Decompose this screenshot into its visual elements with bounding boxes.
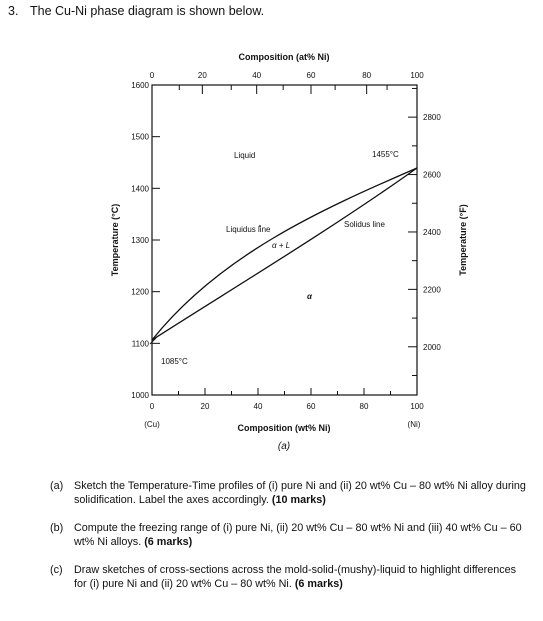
question-part-c: (c) Draw sketches of cross-sections acro…: [50, 563, 530, 591]
liquid-region-label: Liquid: [234, 151, 255, 160]
figure-label: (a): [278, 441, 290, 452]
cu-melting-marker: [149, 337, 157, 345]
plot-frame: [151, 84, 418, 396]
bottom-tick-label: 100: [410, 402, 424, 411]
part-text: Sketch the Temperature-Time profiles of …: [74, 480, 526, 506]
solidus-curve: [151, 167, 418, 341]
top-tick-label: 20: [198, 71, 207, 80]
right-tick-label: 2400: [423, 228, 441, 237]
bottom-tick-label: 60: [307, 402, 316, 411]
left-tick-label: 1600: [131, 81, 149, 90]
left-tick-label: 1000: [131, 391, 149, 400]
question-number: 3.: [8, 4, 19, 18]
part-text: Compute the freezing range of (i) pure N…: [74, 522, 522, 548]
bottom-tick-label: 0: [150, 402, 155, 411]
question-intro: The Cu-Ni phase diagram is shown below.: [30, 4, 265, 18]
left-tick-label: 1200: [131, 288, 149, 297]
part-label: (a): [50, 480, 64, 492]
solidus-line-label: Solidus line: [344, 220, 385, 229]
part-marks: (6 marks): [144, 536, 193, 548]
question-part-a: (a) Sketch the Temperature-Time profiles…: [50, 479, 530, 507]
top-tick-label: 40: [252, 71, 261, 80]
question-header: 3. The Cu-Ni phase diagram is shown below…: [8, 4, 264, 18]
bottom-axis-ticks: 0 20 40 60 80 100: [150, 388, 424, 411]
right-axis-ticks: 2800 2600 2400 2200 2000: [408, 87, 441, 376]
bottom-tick-label: 40: [254, 402, 263, 411]
ni-end-label: (Ni): [408, 420, 421, 429]
part-label: (c): [50, 564, 63, 576]
left-axis-title: Temperature (°C): [110, 204, 120, 276]
phase-diagram: 0 20 40 60 80 100 0 20 40 60 80 100 1600 1500 1400 13…: [110, 52, 468, 452]
part-label: (b): [50, 522, 64, 534]
right-axis-title: Temperature (°F): [458, 204, 468, 275]
left-tick-label: 1500: [131, 133, 149, 142]
part-marks: (10 marks): [271, 494, 326, 506]
cu-melting-label: 1085°C: [161, 357, 188, 366]
two-phase-region-label: α + L: [272, 241, 290, 250]
right-tick-label: 2800: [423, 113, 441, 122]
liquidus-curve: [151, 167, 418, 341]
question-parts: (a) Sketch the Temperature-Time profiles…: [50, 479, 530, 605]
top-tick-label: 0: [150, 71, 155, 80]
alpha-region-label: α: [307, 292, 313, 301]
curve-dot: [259, 225, 261, 227]
part-marks: (6 marks): [294, 578, 343, 590]
right-tick-label: 2600: [423, 171, 441, 180]
question-part-b: (b) Compute the freezing range of (i) pu…: [50, 521, 530, 549]
bottom-tick-label: 20: [201, 402, 210, 411]
cu-end-label: (Cu): [144, 420, 160, 429]
top-tick-label: 60: [307, 71, 316, 80]
top-tick-label: 80: [362, 71, 371, 80]
ni-melting-label: 1455°C: [372, 150, 399, 159]
right-tick-label: 2200: [423, 285, 441, 294]
left-axis-ticks: 1600 1500 1400 1300 1200 1100 1000: [131, 81, 160, 400]
top-axis-title: Composition (at% Ni): [239, 52, 330, 62]
top-tick-label: 100: [410, 71, 424, 80]
bottom-axis-title: Composition (wt% Ni): [238, 423, 331, 433]
left-tick-label: 1300: [131, 236, 149, 245]
left-tick-label: 1100: [132, 339, 150, 348]
bottom-tick-label: 80: [360, 402, 369, 411]
left-tick-label: 1400: [131, 184, 149, 193]
right-tick-label: 2000: [423, 343, 441, 352]
part-text: Draw sketches of cross-sections across t…: [74, 564, 517, 590]
liquidus-line-label: Liquidus line: [226, 225, 271, 234]
top-axis-ticks: 0 20 40 60 80 100: [150, 71, 424, 94]
